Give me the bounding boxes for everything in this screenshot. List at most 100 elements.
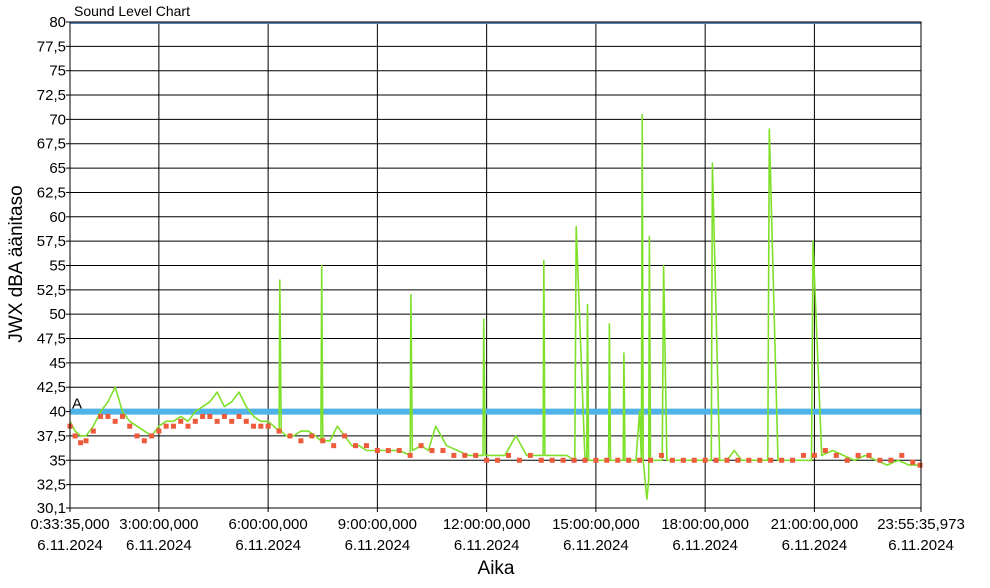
sound-level-marker (78, 440, 84, 446)
sound-level-marker (917, 462, 923, 468)
sound-level-marker (790, 457, 796, 463)
sound-level-marker (418, 443, 424, 449)
y-tick-label: 32,5 (37, 477, 66, 494)
sound-level-markers (67, 413, 923, 468)
sound-level-marker (800, 452, 806, 458)
sound-level-marker (691, 457, 697, 463)
sound-level-marker (170, 423, 176, 429)
x-tick-time-label: 18:00:00,000 (661, 516, 749, 533)
sound-level-marker (112, 418, 118, 424)
sound-level-marker (560, 457, 566, 463)
x-tick-date-label: 6.11.2024 (672, 537, 738, 554)
y-axis-ticks: 30,1 32,5 35 37,5 40 42,5 45 47,5 50 52,5 55 57,5 60… (37, 14, 70, 517)
x-tick-time-label: 21:00:00,000 (771, 516, 859, 533)
x-tick-time-label: 9:00:00,000 (338, 516, 417, 533)
sound-level-marker (844, 457, 850, 463)
x-tick-date-label: 6.11.2024 (888, 537, 954, 554)
y-tick-label: 65 (49, 160, 66, 177)
y-tick-label: 47,5 (37, 331, 66, 348)
y-tick-label: 42,5 (37, 379, 66, 396)
sound-level-marker (593, 457, 599, 463)
x-tick-time-label: 15:00:00,000 (552, 516, 640, 533)
x-tick-time-label: 0:33:35,000 (30, 516, 109, 533)
x-tick-time-label: 23:55:35,973 (877, 516, 965, 533)
sound-level-marker (680, 457, 686, 463)
sound-level-marker (757, 457, 763, 463)
sound-level-marker (353, 443, 359, 449)
sound-level-marker (626, 457, 632, 463)
y-axis-title: JWX dBA äänitaso (6, 185, 27, 342)
sound-level-marker (658, 452, 664, 458)
sound-level-marker (648, 457, 654, 463)
sound-level-marker (888, 457, 894, 463)
sound-level-marker (746, 457, 752, 463)
sound-level-marker (163, 423, 169, 429)
sound-level-marker (484, 457, 490, 463)
sound-level-marker (83, 438, 89, 444)
sound-level-marker (713, 457, 719, 463)
sound-level-marker (833, 452, 839, 458)
sound-level-marker (571, 457, 577, 463)
sound-level-marker (90, 428, 96, 434)
x-tick-time-label: 3:00:00,000 (119, 516, 198, 533)
sound-level-marker (866, 452, 872, 458)
y-tick-label: 45 (49, 355, 66, 372)
sound-level-marker (505, 452, 511, 458)
sound-level-marker (207, 413, 213, 419)
y-tick-label: 30,1 (37, 500, 66, 517)
sound-level-marker (396, 448, 402, 454)
sound-level-marker (527, 452, 533, 458)
sound-level-series (69, 113, 920, 501)
sound-level-marker (98, 413, 104, 419)
sound-level-marker (185, 423, 191, 429)
y-tick-label: 77,5 (37, 38, 66, 55)
sound-level-marker (669, 457, 675, 463)
threshold-line: A (70, 396, 921, 415)
sound-level-marker (320, 438, 326, 444)
sound-level-marker (141, 438, 147, 444)
sound-level-marker (735, 457, 741, 463)
grid-lines (69, 21, 922, 509)
sound-level-marker (451, 452, 457, 458)
y-tick-label: 60 (49, 209, 66, 226)
sound-level-marker (549, 457, 555, 463)
y-tick-label: 62,5 (37, 184, 66, 201)
sound-level-marker (473, 452, 479, 458)
sound-level-marker (178, 418, 184, 424)
sound-level-marker (134, 433, 140, 439)
y-tick-label: 40 (49, 404, 66, 421)
sound-level-marker (127, 423, 133, 429)
x-tick-date-label: 6.11.2024 (454, 537, 520, 554)
sound-level-line (69, 113, 920, 501)
sound-level-marker (251, 423, 257, 429)
y-tick-label: 50 (49, 306, 66, 323)
sound-level-marker (265, 423, 271, 429)
sound-level-marker (287, 433, 293, 439)
sound-level-marker (582, 457, 588, 463)
y-tick-label: 70 (49, 111, 66, 128)
x-tick-date-label: 6.11.2024 (235, 537, 301, 554)
sound-level-marker (214, 418, 220, 424)
sound-level-marker (495, 457, 501, 463)
sound-level-marker (385, 448, 391, 454)
sound-level-marker (516, 457, 522, 463)
x-tick-time-label: 12:00:00,000 (443, 516, 531, 533)
y-tick-label: 55 (49, 257, 66, 274)
sound-level-marker (855, 452, 861, 458)
chart-title: Sound Level Chart (74, 3, 190, 19)
sound-level-marker (149, 433, 155, 439)
x-axis-ticks: 0:33:35,000 6.11.2024 3:00:00,000 6.11.2024… (30, 508, 965, 554)
y-tick-label: 67,5 (37, 136, 66, 153)
sound-level-marker (119, 413, 125, 419)
sound-level-marker (724, 457, 730, 463)
sound-level-marker (407, 452, 413, 458)
y-tick-label: 52,5 (37, 282, 66, 299)
sound-level-marker (229, 418, 235, 424)
x-axis-title: Aika (478, 558, 515, 579)
sound-level-marker (899, 452, 905, 458)
sound-level-marker (105, 413, 111, 419)
y-tick-label: 57,5 (37, 233, 66, 250)
sound-level-marker (276, 428, 282, 434)
sound-level-marker (538, 457, 544, 463)
sound-level-marker (637, 457, 643, 463)
